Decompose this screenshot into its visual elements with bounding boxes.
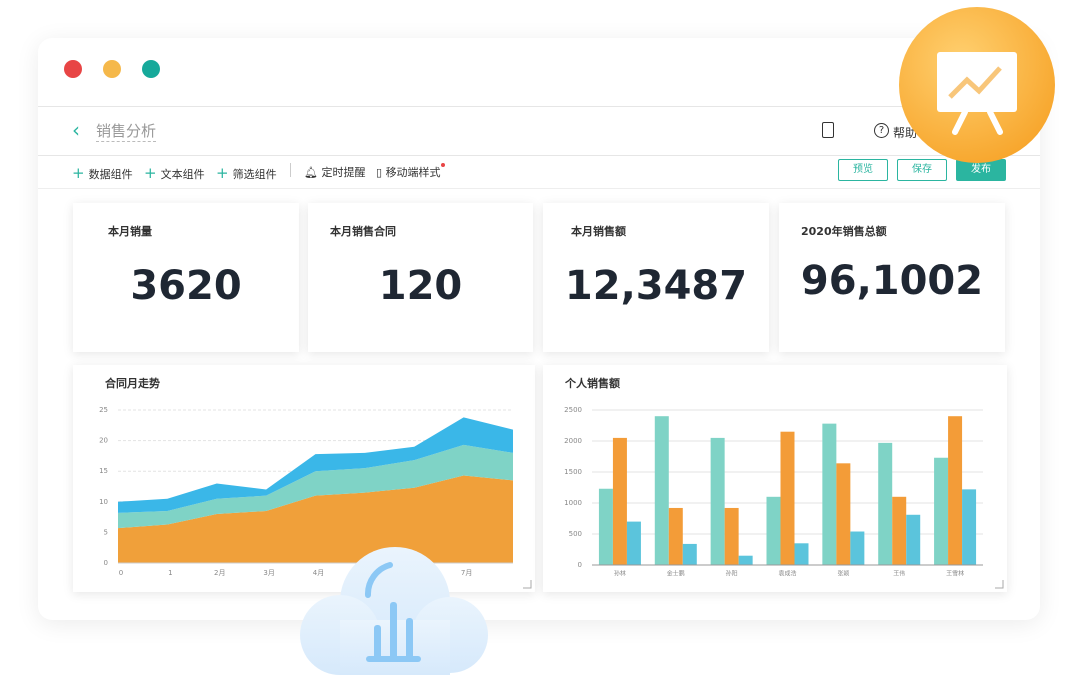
kpi-value: 96,1002 (800, 258, 984, 304)
bar (822, 423, 837, 565)
bar (626, 521, 641, 565)
bar (948, 416, 963, 565)
area (118, 475, 513, 563)
toolbar-item[interactable]: 🔔︎ 定时提醒 (304, 166, 366, 179)
x-tick-label: 3月 (263, 569, 274, 577)
kpi-card: 本月销量 3620 (73, 203, 299, 352)
toolbar-item[interactable]: + 筛选组件 (216, 164, 277, 182)
separator (290, 163, 291, 177)
x-tick-label: 张颖 (837, 570, 849, 578)
badge (441, 163, 445, 167)
x-tick-label: 1 (168, 569, 172, 577)
bar (724, 507, 739, 565)
bar (836, 463, 851, 565)
bar (794, 543, 809, 565)
chart-card: 合同月走势 0 5 10 15 20 25 0 1 2月 3月 4月 7月 (73, 365, 535, 592)
resize-handle (995, 580, 1004, 589)
x-tick-label: 孙阳 (726, 570, 738, 578)
help-link[interactable]: 帮助 (893, 126, 918, 140)
bar (962, 489, 977, 565)
bar (682, 543, 697, 565)
bar (906, 514, 921, 565)
y-tick-label: 2000 (564, 437, 582, 445)
kpi-value: 3620 (130, 263, 242, 309)
bar (766, 496, 781, 565)
bar (710, 437, 725, 565)
preview-button[interactable]: 预览 (838, 159, 888, 181)
report-title[interactable]: 销售分析 (96, 122, 157, 142)
maximize-dot[interactable] (142, 60, 160, 78)
kpi-value: 120 (378, 263, 463, 309)
y-tick-label: 15 (99, 467, 108, 475)
x-tick-label: 7月 (461, 569, 472, 577)
kpi-value: 12,3487 (564, 263, 748, 309)
bar (850, 531, 865, 565)
bar (892, 496, 907, 565)
chart-title: 合同月走势 (105, 376, 160, 390)
back-button[interactable]: ‹ (72, 118, 80, 142)
area (118, 444, 513, 529)
x-tick-label: 4月 (313, 569, 324, 577)
y-tick-label: 25 (99, 406, 108, 414)
bar-chart: 个人销售额 0 500 1000 1500 2000 2500 孙林 金士鹏 孙阳 袁成浩 张颖 王伟… (564, 376, 1004, 589)
save-button[interactable]: 保存 (897, 159, 947, 181)
bar (934, 457, 949, 565)
bar (598, 488, 613, 565)
y-tick-label: 1500 (564, 468, 582, 476)
kpi-label: 本月销售合同 (330, 225, 396, 238)
minimize-dot[interactable] (103, 60, 121, 78)
y-tick-label: 20 (99, 437, 108, 445)
x-tick-label: 0 (119, 569, 123, 577)
bar (654, 416, 669, 565)
chart-card: 个人销售额 0 500 1000 1500 2000 2500 孙林 金士鹏 孙阳 袁成浩 张颖 王伟… (543, 365, 1007, 592)
cloud-decoration (300, 547, 488, 675)
kpi-label: 本月销售额 (571, 225, 626, 238)
x-tick-label: 孙林 (614, 570, 626, 578)
kpi-label: 2020年销售总额 (801, 225, 887, 238)
y-tick-label: 5 (104, 528, 108, 536)
kpi-card: 2020年销售总额 96,1002 (779, 203, 1005, 352)
x-tick-label: 金士鹏 (667, 570, 685, 578)
resize-handle (523, 580, 532, 589)
x-tick-label: 王伟 (893, 570, 905, 578)
header (38, 106, 1040, 156)
bar (878, 442, 893, 565)
area-chart: 合同月走势 0 5 10 15 20 25 0 1 2月 3月 4月 7月 (99, 376, 532, 589)
bar (612, 437, 627, 565)
mobile-icon[interactable] (822, 122, 834, 138)
toolbar-item[interactable]: + 数据组件 (72, 164, 133, 182)
y-tick-label: 10 (99, 498, 108, 506)
y-tick-label: 1000 (564, 499, 582, 507)
y-tick-label: 0 (578, 561, 582, 569)
bar (780, 431, 795, 565)
kpi-card: 本月销售额 12,3487 (543, 203, 769, 352)
divider (38, 188, 1040, 189)
y-tick-label: 0 (104, 559, 108, 567)
x-tick-label: 王雪林 (946, 570, 964, 578)
toolbar-item[interactable]: + 文本组件 (144, 164, 205, 182)
area (118, 417, 513, 513)
y-tick-label: 2500 (564, 406, 582, 414)
x-tick-label: 2月 (214, 569, 225, 577)
chart-title: 个人销售额 (564, 376, 620, 390)
bar (738, 555, 753, 565)
presentation-badge (899, 7, 1055, 163)
kpi-label: 本月销量 (108, 225, 152, 238)
x-tick-label: 袁成浩 (778, 570, 796, 578)
toolbar-item[interactable]: ▯ 移动端样式 (376, 166, 441, 179)
bar (668, 507, 683, 565)
help-icon[interactable]: ? (874, 123, 889, 138)
y-tick-label: 500 (569, 530, 582, 538)
close-dot[interactable] (64, 60, 82, 78)
kpi-card: 本月销售合同 120 (308, 203, 533, 352)
